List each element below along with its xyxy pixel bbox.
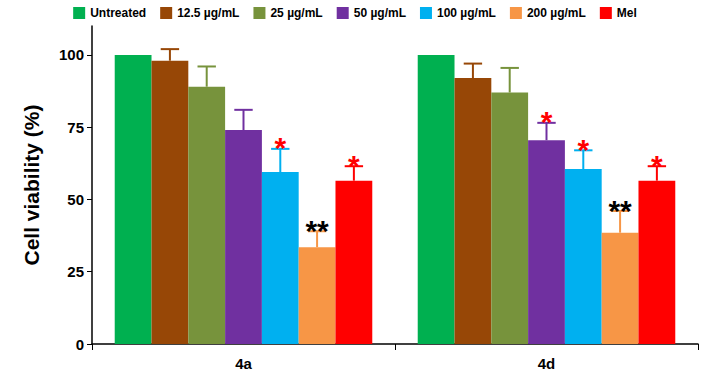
svg-text:Cell viability (%): Cell viability (%) <box>20 104 43 265</box>
svg-text:*: * <box>577 133 589 166</box>
svg-text:100 µg/mL: 100 µg/mL <box>437 6 496 20</box>
svg-text:Mel: Mel <box>617 6 637 20</box>
svg-text:200 µg/mL: 200 µg/mL <box>527 6 586 20</box>
svg-text:*: * <box>348 149 360 182</box>
svg-text:*: * <box>541 105 553 138</box>
svg-text:4a: 4a <box>235 355 252 372</box>
svg-text:4d: 4d <box>538 355 556 372</box>
svg-text:25: 25 <box>67 263 84 280</box>
svg-text:50 µg/mL: 50 µg/mL <box>354 6 406 20</box>
svg-text:0: 0 <box>76 336 84 353</box>
svg-text:**: ** <box>305 214 329 247</box>
svg-text:*: * <box>274 131 286 164</box>
svg-text:75: 75 <box>67 119 84 136</box>
svg-text:100: 100 <box>59 46 84 63</box>
svg-text:*: * <box>651 149 663 182</box>
svg-text:12.5 µg/mL: 12.5 µg/mL <box>177 6 239 20</box>
svg-text:50: 50 <box>67 191 84 208</box>
svg-text:25 µg/mL: 25 µg/mL <box>270 6 322 20</box>
svg-text:Untreated: Untreated <box>90 6 146 20</box>
svg-text:**: ** <box>608 194 632 227</box>
